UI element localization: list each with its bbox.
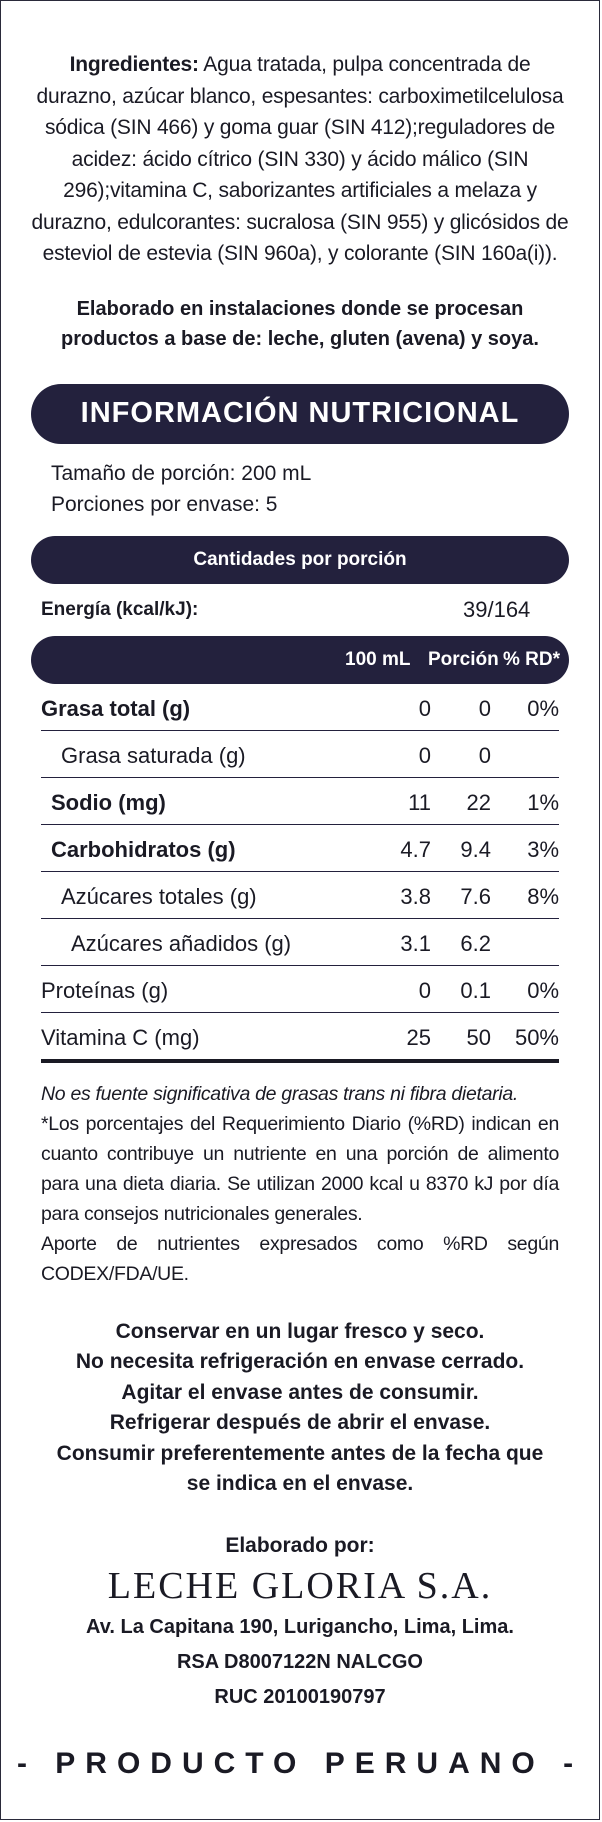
nutrient-name: Vitamina C (mg) <box>41 1024 200 1050</box>
value-portion: 0 <box>478 742 491 768</box>
origin-statement: - PRODUCTO PERUANO - <box>16 1746 584 1780</box>
manufacturer-ruc: RUC 20100190797 <box>214 1685 386 1708</box>
nutrition-notes: No es fuente significativa de grasas tra… <box>41 1079 559 1289</box>
value-rd: 1% <box>527 789 559 815</box>
storage-instructions: Conservar en un lugar fresco y seco. No … <box>41 1317 559 1500</box>
storage-line: Agitar el envase antes de consumir. <box>121 1380 479 1404</box>
value-portion: 7.6 <box>460 883 491 909</box>
value-portion: 6.2 <box>460 930 491 956</box>
table-row: Grasa saturada (g) 0 0 <box>41 731 559 778</box>
nutrient-name: Azúcares añadidos (g) <box>71 930 292 956</box>
col-rd: % RD* <box>503 648 561 670</box>
made-by-label: Elaborado por: <box>225 1533 375 1557</box>
nutrient-table: Grasa total (g) 0 0 0% Grasa saturada (g… <box>41 684 559 1063</box>
table-row: Vitamina C (mg) 25 50 50% <box>41 1013 559 1063</box>
value-rd: 8% <box>527 883 559 909</box>
storage-line: se indica en el envase. <box>186 1472 414 1495</box>
manufacturer-name: LECHE GLORIA S.A. <box>107 1564 493 1607</box>
per-serving-header: Cantidades por porción <box>31 535 569 584</box>
value-rd: 0% <box>527 695 559 721</box>
value-100ml: 11 <box>408 789 431 815</box>
nutrient-name: Grasa saturada (g) <box>61 742 246 768</box>
table-row: Grasa total (g) 0 0 0% <box>41 684 559 731</box>
ingredients-label: Ingredientes: <box>69 53 199 76</box>
manufacturer-rsa: RSA D8007122N NALCGO <box>176 1650 423 1673</box>
table-row: Sodio (mg) 11 22 1% <box>41 778 559 825</box>
nutrient-name: Grasa total (g) <box>41 695 191 721</box>
storage-line: No necesita refrigeración en envase cerr… <box>75 1350 525 1373</box>
nutrient-name: Azúcares totales (g) <box>61 883 257 909</box>
nutrient-name: Sodio (mg) <box>51 789 166 815</box>
allergen-line: productos a base de: leche, gluten (aven… <box>61 327 539 350</box>
value-100ml: 3.8 <box>400 883 431 909</box>
manufacturer-address: Av. La Capitana 190, Lurigancho, Lima, L… <box>86 1615 514 1638</box>
column-header: 100 mL Porción % RD* <box>31 635 569 684</box>
serving-size: Tamaño de porción: 200 mL <box>51 461 312 485</box>
table-row: Proteínas (g) 0 0.1 0% <box>41 966 559 1013</box>
value-portion: 0.1 <box>460 977 491 1003</box>
energy-row: Energía (kcal/kJ): 39/164 <box>31 584 569 636</box>
codex-note: Aporte de nutrientes expresados como %RD… <box>41 1232 559 1285</box>
serving-info: Tamaño de porción: 200 mL Porciones por … <box>51 458 599 520</box>
value-portion: 0 <box>478 695 491 721</box>
col-portion: Porción <box>428 648 499 670</box>
per-serving-label: Cantidades por porción <box>193 548 407 570</box>
value-rd: 50% <box>514 1024 559 1050</box>
allergen-statement: Elaborado en instalaciones donde se proc… <box>41 294 559 354</box>
table-row: Azúcares añadidos (g) 3.1 6.2 <box>41 919 559 966</box>
allergen-line: Elaborado en instalaciones donde se proc… <box>76 297 524 320</box>
value-100ml: 0 <box>418 695 431 721</box>
ingredients-text: Agua tratada, pulpa concentrada de duraz… <box>31 53 569 265</box>
nutrition-title-banner: INFORMACIÓN NUTRICIONAL <box>31 383 569 444</box>
value-portion: 50 <box>466 1024 491 1050</box>
value-100ml: 0 <box>418 742 431 768</box>
value-rd: 3% <box>527 836 559 862</box>
table-row: Azúcares totales (g) 3.8 7.6 8% <box>41 872 559 919</box>
value-portion: 22 <box>466 789 491 815</box>
value-rd: 0% <box>527 977 559 1003</box>
nutrition-title: INFORMACIÓN NUTRICIONAL <box>80 397 520 429</box>
table-row: Carbohidratos (g) 4.7 9.4 3% <box>41 825 559 872</box>
manufacturer-details: Av. La Capitana 190, Lurigancho, Lima, L… <box>1 1610 599 1715</box>
energy-label: Energía (kcal/kJ): <box>41 598 199 620</box>
storage-line: Consumir preferentemente antes de la fec… <box>56 1441 544 1465</box>
energy-value: 39/164 <box>463 596 531 622</box>
servings-per-container: Porciones por envase: 5 <box>51 492 278 516</box>
ingredients-paragraph: Ingredientes: Agua tratada, pulpa concen… <box>27 49 573 270</box>
value-portion: 9.4 <box>460 836 491 862</box>
value-100ml: 0 <box>418 977 431 1003</box>
rd-note: *Los porcentajes del Requerimiento Diari… <box>41 1112 559 1225</box>
value-100ml: 4.7 <box>400 836 431 862</box>
storage-line: Refrigerar después de abrir el envase. <box>109 1411 491 1434</box>
trans-fat-note: No es fuente significativa de grasas tra… <box>41 1082 519 1105</box>
value-100ml: 25 <box>406 1024 431 1050</box>
value-100ml: 3.1 <box>400 930 431 956</box>
col-100ml: 100 mL <box>345 648 411 670</box>
nutrient-name: Carbohidratos (g) <box>51 836 236 862</box>
nutrient-name: Proteínas (g) <box>41 977 169 1003</box>
storage-line: Conservar en un lugar fresco y seco. <box>115 1319 485 1343</box>
